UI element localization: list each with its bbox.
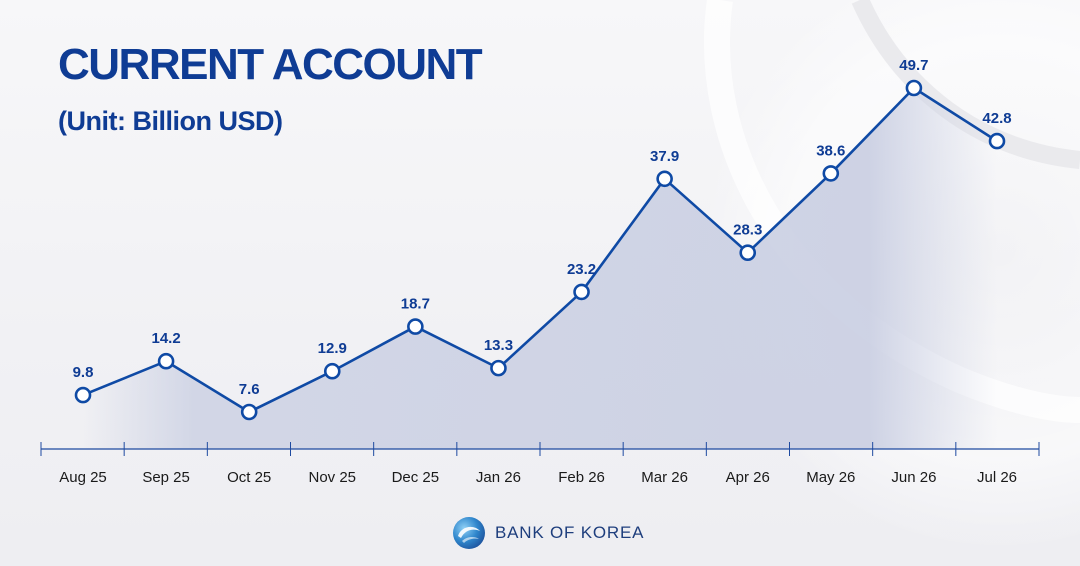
x-tick-label: Jun 26 [891, 469, 936, 486]
data-label: 37.9 [650, 148, 679, 165]
data-point [822, 165, 840, 182]
x-tick-label: May 26 [806, 469, 855, 486]
data-label: 28.3 [733, 222, 762, 239]
data-point [157, 352, 175, 370]
data-label: 42.8 [982, 110, 1011, 127]
data-label: 49.7 [899, 57, 928, 74]
data-point [323, 362, 341, 380]
data-point [490, 359, 507, 377]
x-tick-label: Oct 25 [227, 469, 271, 486]
data-point [656, 170, 673, 188]
area-fill [83, 88, 997, 449]
x-tick-label: Feb 26 [558, 469, 605, 486]
data-point [905, 79, 923, 97]
x-tick-label: Sep 25 [142, 469, 190, 486]
series-line [82, 86, 998, 414]
data-point [74, 386, 92, 404]
bank-of-korea-logo: BANK OF KOREA [452, 515, 644, 551]
x-tick-label: Jul 26 [977, 469, 1017, 486]
data-label: 18.7 [401, 296, 430, 313]
data-label: 23.2 [567, 261, 596, 278]
x-tick-label: Aug 25 [59, 469, 107, 486]
bank-of-korea-emblem-icon [453, 517, 485, 549]
x-tick-label: Apr 26 [726, 469, 770, 486]
chart-subtitle: (Unit: Billion USD) [58, 106, 283, 136]
data-label: 14.2 [151, 330, 180, 347]
data-label: 13.3 [484, 337, 513, 354]
x-tick-label: Nov 25 [309, 469, 357, 486]
data-point [739, 244, 757, 261]
chart-title: CURRENT ACCOUNT [58, 40, 483, 89]
x-tick-label: Mar 26 [641, 469, 688, 486]
logo-text: BANK OF KOREA [495, 523, 645, 542]
data-point [573, 283, 590, 301]
data-label: 9.8 [73, 364, 94, 381]
data-label: 38.6 [816, 142, 845, 159]
data-label: 7.6 [239, 381, 260, 398]
x-tick-label: Jan 26 [476, 469, 521, 486]
data-point [240, 403, 258, 421]
data-point [407, 318, 424, 335]
x-tick-label: Dec 25 [392, 469, 440, 486]
data-point [988, 132, 1006, 150]
data-label: 12.9 [318, 340, 347, 357]
